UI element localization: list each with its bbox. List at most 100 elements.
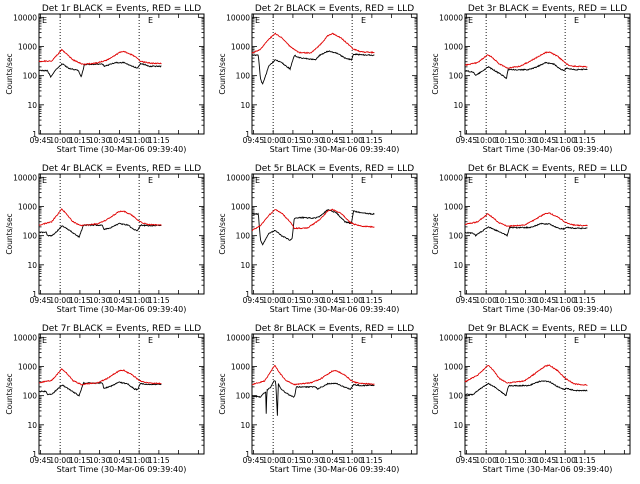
panel-3-x-tick-label: 10:00 (475, 136, 497, 145)
panel-9-y-tick-label: 1000 (444, 362, 463, 371)
panel-1-events-line (38, 61, 162, 79)
panel-7-legend-letter-right: E (148, 336, 153, 345)
panel-5-y-tick-label: 10000 (226, 173, 250, 182)
panel-5-frame (251, 173, 418, 295)
panel-7-x-tick-label: 10:15 (69, 456, 91, 465)
panel-6-y-tick-label: 1 (458, 290, 463, 299)
panel-2-title: Det 2r BLACK = Events, RED = LLD (255, 4, 414, 14)
panel-4-x-tick-label: 10:15 (69, 296, 91, 305)
panel-5-x-tick-label: 11:00 (341, 296, 363, 305)
panel-8-title: Det 8r BLACK = Events, RED = LLD (255, 324, 414, 334)
panel-8-y-tick-label: 1000 (231, 362, 250, 371)
panel-3-x-axis-label: Start Time (30-Mar-06 09:39:40) (483, 145, 613, 154)
panel-2-y-tick-label: 10000 (226, 13, 250, 22)
panel-1-x-tick-label: 10:30 (89, 136, 111, 145)
panel-8-events-line (251, 380, 375, 416)
panel-9-y-tick-label: 10000 (439, 333, 463, 342)
panel-3-y-tick-label: 1000 (444, 42, 463, 51)
panel-4-lld-line (38, 208, 162, 227)
panel-2-legend-letter-right: E (361, 16, 366, 25)
panel-2-lld-line (251, 32, 375, 54)
panel-4-y-axis-label: Counts/sec (5, 213, 14, 254)
panel-3-lld-line (464, 51, 588, 69)
panel-9-legend-letter-left: E (468, 336, 473, 345)
panel-9-frame (464, 333, 631, 455)
panel-4-legend-letter-left: E (42, 176, 47, 185)
panel-7-x-tick-label: 11:00 (128, 456, 150, 465)
panel-1-x-tick-label: 11:00 (128, 136, 150, 145)
panel-9-x-tick-label: 11:15 (574, 456, 596, 465)
panel-5-events-line (251, 209, 375, 246)
panel-5-lld-line (251, 208, 375, 232)
panel-1-y-tick-label: 10 (27, 101, 37, 110)
panel-9-legend-letter-right: E (574, 336, 579, 345)
panel-6-x-tick-label: 10:30 (515, 296, 537, 305)
panel-3-legend-letter-right: E (574, 16, 579, 25)
panel-7-events-line (38, 381, 162, 397)
panel-5-x-tick-label: 10:15 (282, 296, 304, 305)
panel-7-frame (38, 333, 205, 455)
panel-2-x-tick-label: 11:15 (361, 136, 383, 145)
panel-5-y-tick-label: 10 (240, 261, 250, 270)
panel-6-y-tick-label: 1000 (444, 202, 463, 211)
panel-7-x-tick-label: 10:45 (109, 456, 131, 465)
panel-8-y-tick-label: 10 (240, 421, 250, 430)
panel-4-x-tick-label: 09:45 (30, 296, 52, 305)
panel-6-lld-line (464, 212, 588, 228)
panel-7-y-tick-label: 10000 (13, 333, 37, 342)
panel-3-legend-letter-left: E (468, 16, 473, 25)
panel-3-y-tick-label: 1 (458, 130, 463, 139)
panel-6-x-axis-label: Start Time (30-Mar-06 09:39:40) (483, 305, 613, 314)
panel-2-y-axis-label: Counts/sec (218, 53, 227, 94)
panel-9-y-axis-label: Counts/sec (431, 373, 440, 414)
panel-5-y-tick-label: 1 (245, 290, 250, 299)
panel-7-lld-line (38, 368, 162, 386)
panel-7-x-axis-label: Start Time (30-Mar-06 09:39:40) (57, 465, 187, 474)
panel-4-y-tick-label: 10 (27, 261, 37, 270)
panel-1-lld-line (38, 48, 162, 66)
panel-8-lld-line (252, 364, 375, 386)
panel-3-x-tick-label: 10:45 (535, 136, 557, 145)
panel-3-x-tick-label: 10:15 (495, 136, 517, 145)
panel-6-y-tick-label: 10000 (439, 173, 463, 182)
panel-5-x-tick-label: 10:00 (262, 296, 284, 305)
panel-7-y-tick-label: 1 (32, 450, 37, 459)
panel-3-y-tick-label: 10 (453, 101, 463, 110)
panel-9-x-axis-label: Start Time (30-Mar-06 09:39:40) (483, 465, 613, 474)
panel-7-x-tick-label: 11:15 (148, 456, 170, 465)
panel-1-y-axis-label: Counts/sec (5, 53, 14, 94)
panel-8-x-tick-label: 10:00 (262, 456, 284, 465)
panel-6-x-tick-label: 11:15 (574, 296, 596, 305)
panel-6-y-tick-label: 10 (453, 261, 463, 270)
panel-8-x-tick-label: 11:15 (361, 456, 383, 465)
panel-1-y-tick-label: 100 (23, 72, 38, 81)
panel-2-y-tick-label: 1000 (231, 42, 250, 51)
panel-5-y-tick-label: 100 (236, 232, 251, 241)
panel-2-x-tick-label: 10:45 (322, 136, 344, 145)
panel-3-y-tick-label: 100 (449, 72, 464, 81)
panel-7-x-tick-label: 09:45 (30, 456, 52, 465)
panel-6-x-tick-label: 09:45 (456, 296, 478, 305)
panel-5-x-tick-label: 10:45 (322, 296, 344, 305)
panel-7-y-axis-label: Counts/sec (5, 373, 14, 414)
panel-9-x-tick-label: 11:00 (554, 456, 576, 465)
panel-5-x-tick-label: 11:15 (361, 296, 383, 305)
panel-1-x-tick-label: 09:45 (30, 136, 52, 145)
panel-2-x-tick-label: 10:15 (282, 136, 304, 145)
panel-3-events-line (464, 61, 588, 80)
panel-9-events-line (464, 380, 588, 397)
panel-8-y-axis-label: Counts/sec (218, 373, 227, 414)
panel-7-y-tick-label: 10 (27, 421, 37, 430)
panel-5-x-tick-label: 10:30 (302, 296, 324, 305)
panel-9-x-tick-label: 10:45 (535, 456, 557, 465)
panel-5-y-tick-label: 1000 (231, 202, 250, 211)
panel-2-x-tick-label: 11:00 (341, 136, 363, 145)
panel-8-x-tick-label: 10:15 (282, 456, 304, 465)
panel-9-x-tick-label: 10:30 (515, 456, 537, 465)
panel-2-x-tick-label: 10:00 (262, 136, 284, 145)
panel-4-y-tick-label: 1000 (18, 202, 37, 211)
panel-6-events-line (464, 222, 588, 237)
panel-1-x-tick-label: 11:15 (148, 136, 170, 145)
panel-5-y-axis-label: Counts/sec (218, 213, 227, 254)
